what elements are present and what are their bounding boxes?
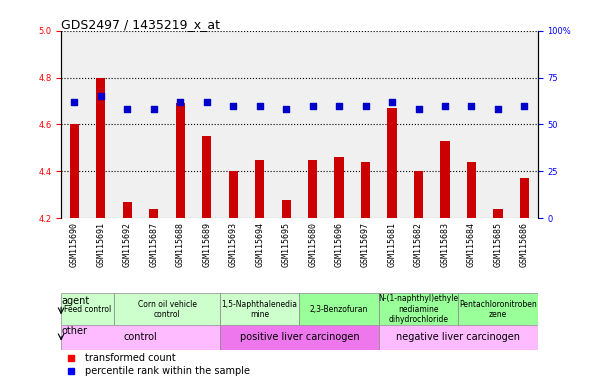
Bar — [414, 171, 423, 218]
Point — [202, 99, 211, 105]
Bar — [441, 141, 450, 218]
Point — [70, 99, 79, 105]
Point — [360, 103, 370, 109]
Text: GSM115683: GSM115683 — [441, 222, 450, 267]
Bar — [334, 157, 344, 218]
Point — [255, 103, 265, 109]
Bar — [61, 293, 114, 325]
Bar — [96, 78, 106, 218]
Text: GSM115685: GSM115685 — [494, 222, 502, 267]
Point — [467, 103, 477, 109]
Bar — [458, 293, 538, 325]
Bar — [220, 325, 379, 349]
Bar — [229, 171, 238, 218]
Bar — [255, 160, 265, 218]
Point — [493, 106, 503, 113]
Text: GSM115687: GSM115687 — [149, 222, 158, 267]
Text: GSM115691: GSM115691 — [97, 222, 105, 267]
Text: percentile rank within the sample: percentile rank within the sample — [85, 366, 250, 376]
Text: GSM115695: GSM115695 — [282, 222, 291, 267]
Point — [440, 103, 450, 109]
Text: Corn oil vehicle
control: Corn oil vehicle control — [137, 300, 197, 319]
Point — [149, 106, 159, 113]
Point — [96, 93, 106, 99]
Bar — [361, 162, 370, 218]
Bar — [61, 325, 220, 349]
Text: 2,3-Benzofuran: 2,3-Benzofuran — [310, 305, 368, 314]
Text: GSM115684: GSM115684 — [467, 222, 476, 267]
Bar — [308, 160, 317, 218]
Bar — [282, 200, 291, 218]
Text: Pentachloronitroben
zene: Pentachloronitroben zene — [459, 300, 537, 319]
Text: agent: agent — [61, 296, 89, 306]
Text: GSM115682: GSM115682 — [414, 222, 423, 267]
Bar — [493, 209, 503, 218]
Text: GSM115689: GSM115689 — [202, 222, 211, 267]
Text: other: other — [61, 326, 87, 336]
Point — [175, 99, 185, 105]
Point — [414, 106, 423, 113]
Point — [387, 99, 397, 105]
Text: negative liver carcinogen: negative liver carcinogen — [397, 333, 520, 343]
Bar — [379, 325, 538, 349]
Bar — [123, 202, 132, 218]
Bar — [387, 108, 397, 218]
Text: GSM115694: GSM115694 — [255, 222, 264, 267]
Bar — [520, 179, 529, 218]
Text: Feed control: Feed control — [64, 305, 111, 314]
Text: GSM115693: GSM115693 — [229, 222, 238, 267]
Text: GSM115690: GSM115690 — [70, 222, 79, 267]
Bar — [467, 162, 476, 218]
Text: GSM115696: GSM115696 — [335, 222, 343, 267]
Point — [122, 106, 132, 113]
Bar — [175, 103, 185, 218]
Bar — [299, 293, 379, 325]
Point — [281, 106, 291, 113]
Point — [308, 103, 318, 109]
Bar — [114, 293, 220, 325]
Bar — [379, 293, 458, 325]
Text: GDS2497 / 1435219_x_at: GDS2497 / 1435219_x_at — [61, 18, 220, 31]
Point — [229, 103, 238, 109]
Text: positive liver carcinogen: positive liver carcinogen — [240, 333, 359, 343]
Text: GSM115692: GSM115692 — [123, 222, 132, 267]
Text: control: control — [123, 333, 158, 343]
Bar — [202, 136, 211, 218]
Text: N-(1-naphthyl)ethyle
nediamine
dihydrochloride: N-(1-naphthyl)ethyle nediamine dihydroch… — [378, 295, 459, 324]
Text: GSM115688: GSM115688 — [176, 222, 185, 267]
Text: GSM115680: GSM115680 — [308, 222, 317, 267]
Bar — [70, 124, 79, 218]
Point — [334, 103, 344, 109]
Bar — [149, 209, 158, 218]
Text: GSM115697: GSM115697 — [361, 222, 370, 267]
Point — [519, 103, 529, 109]
Text: GSM115681: GSM115681 — [387, 222, 397, 267]
Text: 1,5-Naphthalenedia
mine: 1,5-Naphthalenedia mine — [222, 300, 298, 319]
Text: transformed count: transformed count — [85, 353, 176, 362]
Text: GSM115686: GSM115686 — [520, 222, 529, 267]
Bar — [220, 293, 299, 325]
